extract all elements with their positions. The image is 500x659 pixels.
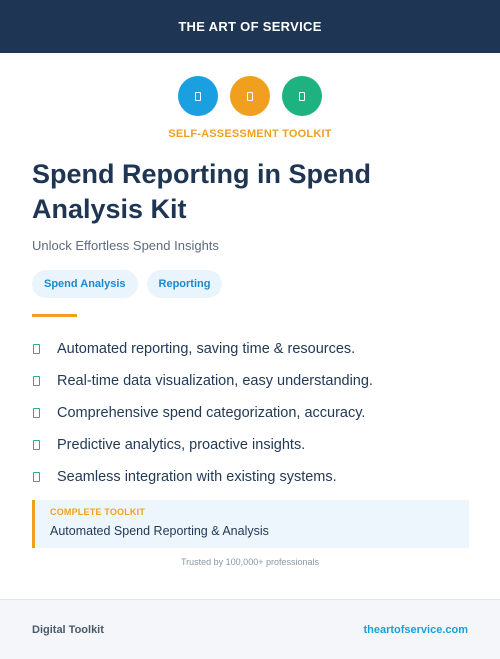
feature-item: Predictive analytics, proactive insights… [32,429,472,461]
tag-reporting[interactable]: Reporting [146,270,223,298]
trust-note: Trusted by 100,000+ professionals [180,557,319,567]
green-document-icon [282,76,322,116]
footer-label: Digital Toolkit [32,623,104,636]
toolkit-callout: COMPLETE TOOLKIT Automated Spend Reporti… [32,500,469,548]
top-banner: THE ART OF SERVICE [0,0,500,53]
kicker-label: SELF-ASSESSMENT TOOLKIT [168,128,332,140]
brand-name: THE ART OF SERVICE [178,19,322,34]
feature-item: Seamless integration with existing syste… [32,461,472,493]
feature-text: Automated reporting, saving time & resou… [57,341,356,357]
website-link[interactable]: theartofservice.com [363,623,468,636]
feature-text: Seamless integration with existing syste… [57,469,337,485]
orange-document-icon [230,76,270,116]
subtitle: Unlock Effortless Spend Insights [32,238,219,253]
feature-item: Automated reporting, saving time & resou… [32,333,472,365]
check-icon [33,408,40,418]
check-icon [33,440,40,450]
accent-divider [32,314,77,317]
feature-list: Automated reporting, saving time & resou… [32,333,472,493]
tag-list: Spend Analysis Reporting [32,270,223,298]
feature-text: Real-time data visualization, easy under… [57,373,373,389]
check-icon [33,376,40,386]
feature-text: Comprehensive spend categorization, accu… [57,405,366,421]
callout-label: COMPLETE TOOLKIT [50,507,146,517]
feature-item: Real-time data visualization, easy under… [32,365,472,397]
tag-spend-analysis[interactable]: Spend Analysis [32,270,138,298]
feature-item: Comprehensive spend categorization, accu… [32,397,472,429]
check-icon [33,472,40,482]
page-title: Spend Reporting in Spend Analysis Kit [32,159,371,224]
icon-row [0,76,500,116]
callout-text: Automated Spend Reporting & Analysis [50,524,269,538]
feature-text: Predictive analytics, proactive insights… [57,437,306,453]
blue-document-icon [178,76,218,116]
footer: Digital Toolkit theartofservice.com [0,599,500,659]
check-icon [33,344,40,354]
